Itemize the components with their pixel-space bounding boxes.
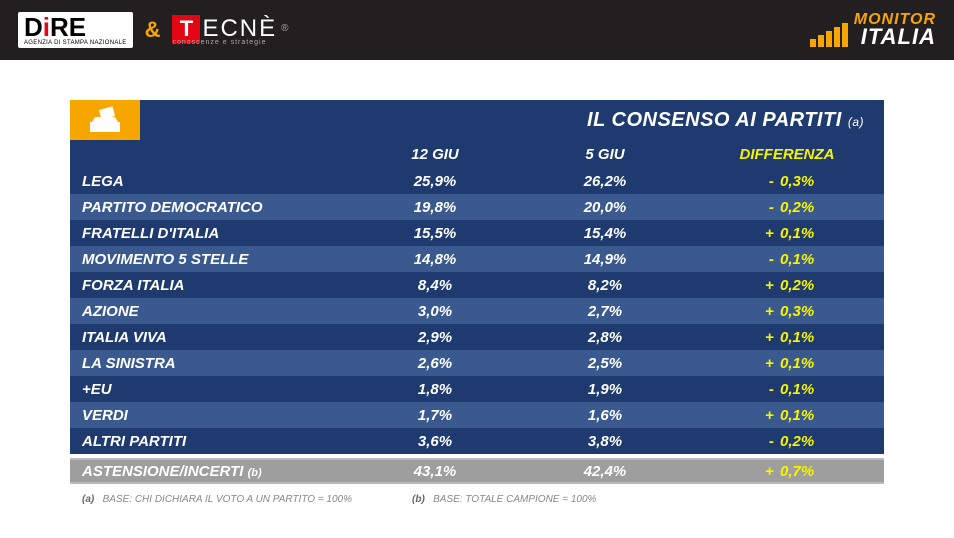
table-row: LEGA25,9%26,2%- 0,3% [70, 168, 884, 194]
table-row: MOVIMENTO 5 STELLE14,8%14,9%- 0,1% [70, 246, 884, 272]
ampersand: & [145, 17, 161, 43]
footnotes: (a) BASE: CHI DICHIARA IL VOTO A UN PART… [70, 484, 884, 505]
col-header-diff: DIFFERENZA [690, 146, 884, 163]
table-row: ITALIA VIVA2,9%2,8%+ 0,1% [70, 324, 884, 350]
table-row: AZIONE3,0%2,7%+ 0,3% [70, 298, 884, 324]
abstention-row: ASTENSIONE/INCERTI (b) 43,1% 42,4% + 0,7… [70, 458, 884, 484]
title-bar: IL CONSENSO AI PARTITI (a) [70, 100, 884, 140]
tecne-logo: T ECNÈ ® conoscenze e strategie [172, 15, 288, 46]
top-bar: DiRE AGENZIA DI STAMPA NAZIONALE & T ECN… [0, 0, 954, 60]
content: IL CONSENSO AI PARTITI (a) 12 GIU 5 GIU … [0, 60, 954, 515]
logos-left: DiRE AGENZIA DI STAMPA NAZIONALE & T ECN… [18, 12, 289, 48]
dire-logo: DiRE AGENZIA DI STAMPA NAZIONALE [18, 12, 133, 48]
header-row: 12 GIU 5 GIU DIFFERENZA [70, 140, 884, 168]
table-row: +EU1,8%1,9%- 0,1% [70, 376, 884, 402]
col-header-b: 5 GIU [520, 146, 690, 163]
table-row: PARTITO DEMOCRATICO19,8%20,0%- 0,2% [70, 194, 884, 220]
monitor-italia-logo: MONITOR ITALIA [810, 13, 936, 47]
table-row: FRATELLI D'ITALIA15,5%15,4%+ 0,1% [70, 220, 884, 246]
table-row: LA SINISTRA2,6%2,5%+ 0,1% [70, 350, 884, 376]
ballot-icon [70, 100, 140, 140]
table-title: IL CONSENSO AI PARTITI (a) [587, 109, 864, 132]
table-row: ALTRI PARTITI3,6%3,8%- 0,2% [70, 428, 884, 454]
col-header-a: 12 GIU [350, 146, 520, 163]
table-row: VERDI1,7%1,6%+ 0,1% [70, 402, 884, 428]
table-row: FORZA ITALIA8,4%8,2%+ 0,2% [70, 272, 884, 298]
